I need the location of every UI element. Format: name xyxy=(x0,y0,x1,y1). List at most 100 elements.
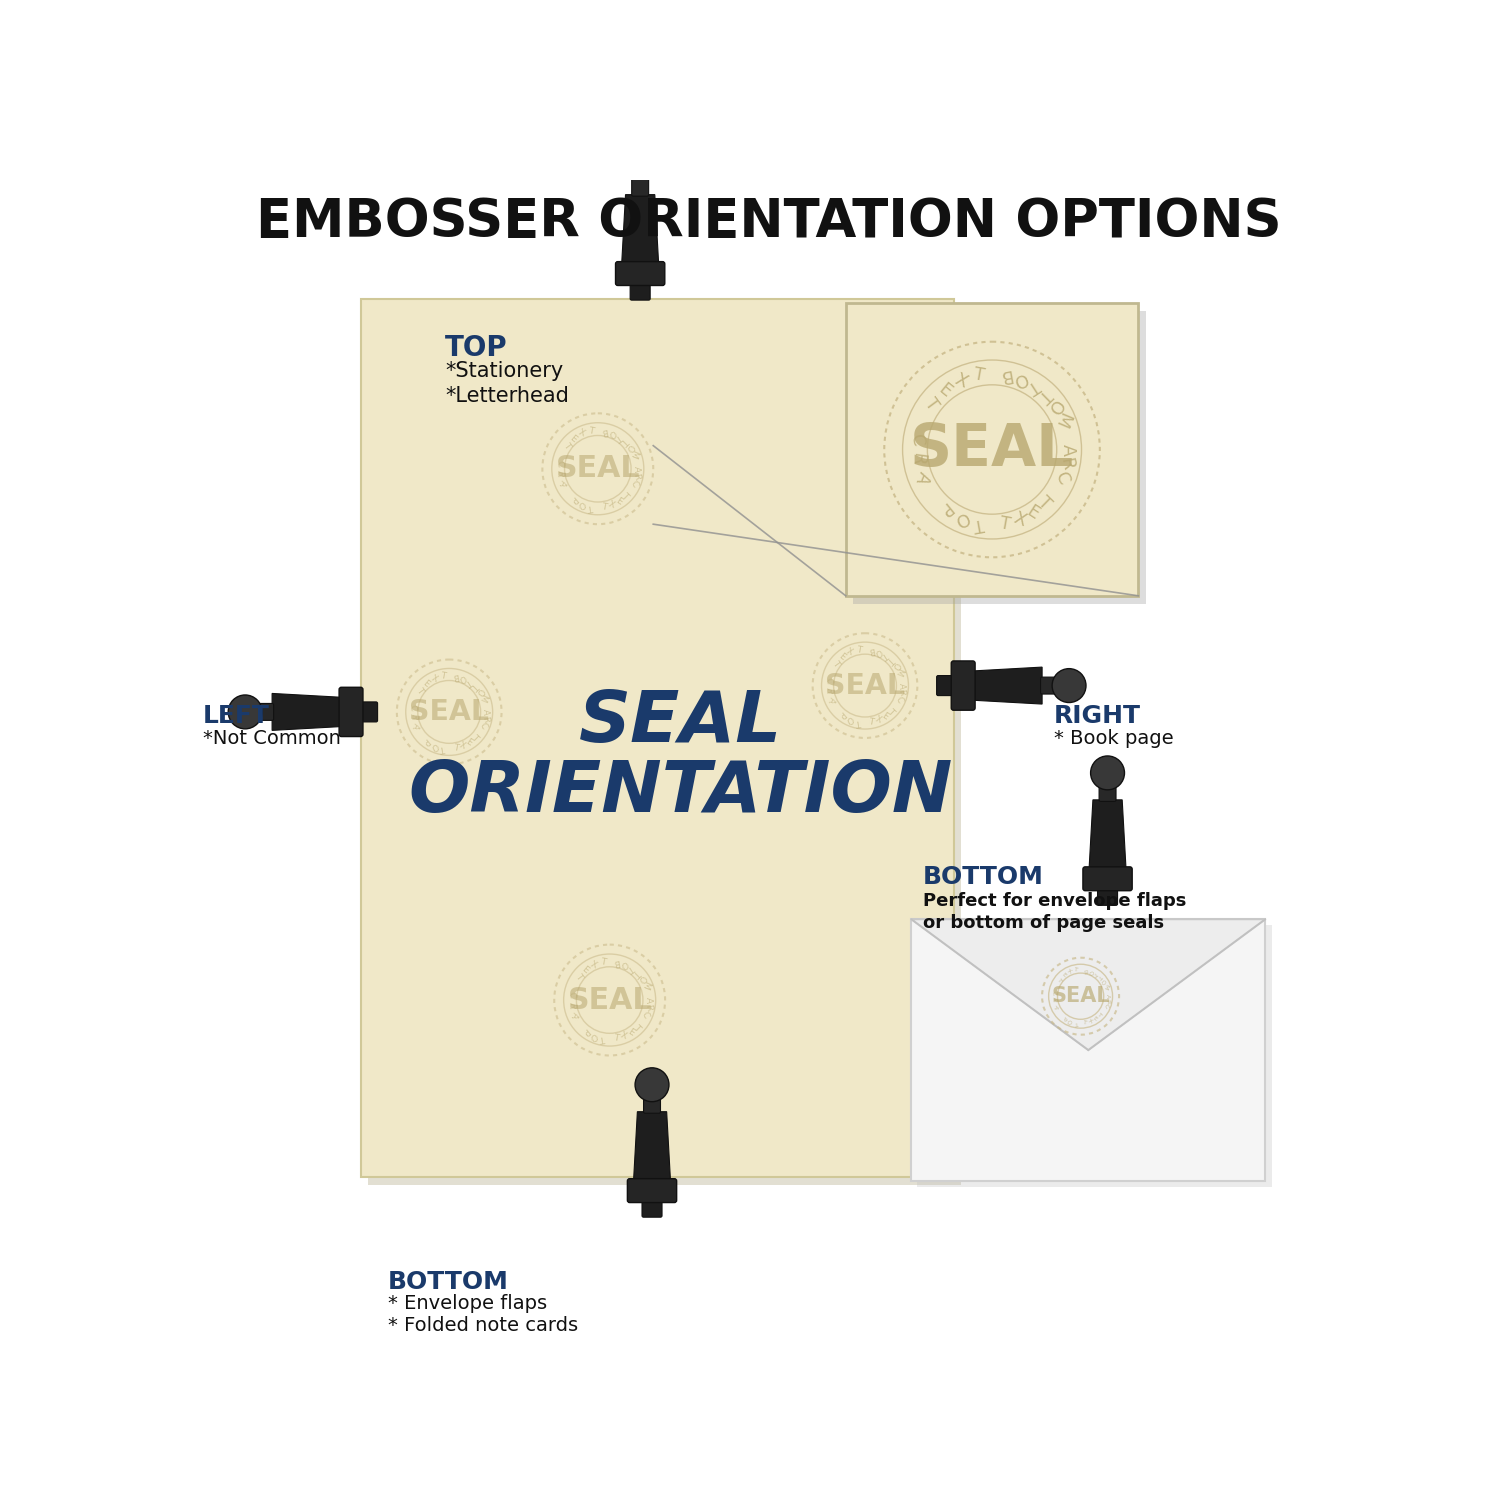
Text: SEAL: SEAL xyxy=(825,672,904,699)
Text: O: O xyxy=(458,672,468,682)
FancyBboxPatch shape xyxy=(1100,771,1116,801)
Text: T: T xyxy=(470,681,480,690)
Text: X: X xyxy=(1011,509,1029,531)
Text: P: P xyxy=(837,710,846,718)
FancyBboxPatch shape xyxy=(644,1083,660,1113)
Text: T: T xyxy=(855,717,862,726)
Text: T: T xyxy=(470,734,480,742)
Text: B: B xyxy=(867,645,874,654)
Text: T: T xyxy=(588,426,594,435)
Text: or bottom of page seals: or bottom of page seals xyxy=(922,914,1164,932)
Text: C: C xyxy=(1052,990,1056,996)
FancyBboxPatch shape xyxy=(360,300,954,1178)
Text: T: T xyxy=(1074,1020,1078,1026)
Text: T: T xyxy=(614,1034,620,1042)
FancyBboxPatch shape xyxy=(627,1179,676,1203)
Text: T: T xyxy=(885,706,896,717)
Text: O: O xyxy=(474,686,484,696)
Text: T: T xyxy=(921,394,942,414)
Text: O: O xyxy=(576,498,586,510)
Text: X: X xyxy=(608,500,616,510)
Text: A: A xyxy=(1053,1004,1059,1010)
Text: T: T xyxy=(440,742,446,753)
Text: A: A xyxy=(1059,444,1077,456)
Text: M: M xyxy=(477,693,489,703)
Text: X: X xyxy=(620,1030,628,1041)
Text: C: C xyxy=(1052,470,1072,488)
Text: R: R xyxy=(632,472,640,480)
Text: T: T xyxy=(885,654,896,664)
Text: R: R xyxy=(896,688,906,696)
Text: T: T xyxy=(573,972,584,982)
FancyBboxPatch shape xyxy=(358,702,378,721)
Text: BOTTOM: BOTTOM xyxy=(922,865,1044,889)
Text: E: E xyxy=(1023,503,1042,524)
Text: E: E xyxy=(626,1028,636,1038)
Text: SEAL: SEAL xyxy=(1052,986,1110,1006)
Text: M: M xyxy=(1102,982,1108,988)
Text: X: X xyxy=(1088,1019,1094,1025)
Circle shape xyxy=(228,694,262,729)
Text: P: P xyxy=(580,1024,590,1035)
Text: C: C xyxy=(640,1011,651,1020)
Text: X: X xyxy=(458,741,466,752)
Text: T: T xyxy=(1092,970,1098,976)
Polygon shape xyxy=(272,693,342,730)
Text: X: X xyxy=(951,370,970,392)
Circle shape xyxy=(1090,756,1125,790)
Text: P: P xyxy=(422,735,430,746)
Text: O: O xyxy=(951,507,970,530)
Text: T: T xyxy=(880,650,890,660)
Text: R: R xyxy=(1052,998,1056,1002)
Text: T: T xyxy=(561,441,572,450)
FancyBboxPatch shape xyxy=(1098,886,1118,906)
FancyBboxPatch shape xyxy=(642,1198,662,1216)
Text: C: C xyxy=(555,460,564,468)
FancyBboxPatch shape xyxy=(632,166,648,196)
Text: X: X xyxy=(844,646,855,657)
Text: E: E xyxy=(934,381,954,402)
Text: X: X xyxy=(578,427,586,439)
Text: RIGHT: RIGHT xyxy=(1053,704,1140,728)
Text: R: R xyxy=(567,1002,576,1008)
FancyBboxPatch shape xyxy=(936,675,956,696)
Text: R: R xyxy=(408,712,417,720)
Text: T: T xyxy=(632,1023,642,1034)
Text: X: X xyxy=(1066,969,1072,975)
Text: A: A xyxy=(1106,994,1110,999)
Text: A: A xyxy=(482,710,490,716)
Text: R: R xyxy=(555,470,564,477)
Text: O: O xyxy=(624,441,636,453)
Polygon shape xyxy=(1089,800,1126,868)
Text: * Book page: * Book page xyxy=(1053,729,1173,748)
Text: Perfect for envelope flaps: Perfect for envelope flaps xyxy=(922,892,1186,910)
Text: M: M xyxy=(628,448,639,459)
Text: B: B xyxy=(612,957,620,968)
Text: T: T xyxy=(620,492,630,501)
Text: E: E xyxy=(614,496,624,507)
FancyBboxPatch shape xyxy=(369,308,962,1185)
Text: E: E xyxy=(580,964,590,975)
FancyBboxPatch shape xyxy=(918,926,1272,1186)
Text: M: M xyxy=(640,980,651,990)
Text: T: T xyxy=(1023,375,1042,396)
Text: T: T xyxy=(600,957,606,966)
Text: T: T xyxy=(414,686,424,694)
Text: M: M xyxy=(892,666,904,676)
Text: * Folded note cards: * Folded note cards xyxy=(387,1316,578,1335)
Text: T: T xyxy=(831,658,840,669)
Text: ORIENTATION: ORIENTATION xyxy=(408,758,952,826)
Text: TOP: TOP xyxy=(446,334,509,362)
FancyBboxPatch shape xyxy=(910,920,1266,1180)
Text: C: C xyxy=(477,722,489,730)
Text: P: P xyxy=(934,498,954,519)
Text: A: A xyxy=(632,465,640,472)
Text: O: O xyxy=(588,1030,598,1041)
Circle shape xyxy=(622,134,657,168)
FancyBboxPatch shape xyxy=(846,303,1138,596)
Text: R: R xyxy=(908,452,927,466)
Text: T: T xyxy=(1056,976,1062,984)
Text: O: O xyxy=(429,740,439,752)
Text: T: T xyxy=(868,717,874,726)
Text: T: T xyxy=(999,514,1012,534)
